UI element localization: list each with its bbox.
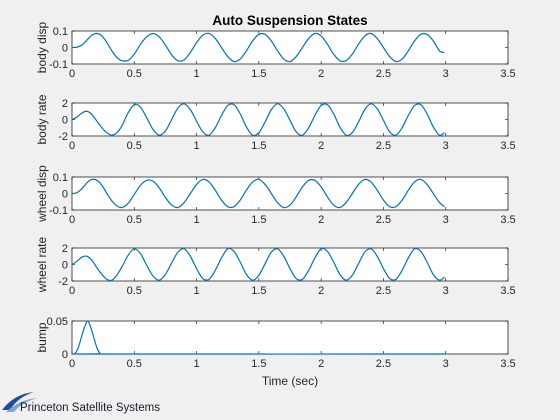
y-tick-label: -2 — [58, 131, 68, 143]
x-tick-label: 1.5 — [251, 358, 266, 370]
x-tick-label: 1.5 — [251, 68, 266, 80]
x-tick-label: 3 — [443, 285, 449, 297]
x-tick-label: 0.5 — [127, 358, 142, 370]
axes-frame — [71, 247, 509, 282]
x-tick-label: 1 — [194, 68, 200, 80]
y-tick-label: 0.1 — [53, 172, 68, 184]
x-tick-label: 0.5 — [127, 214, 142, 226]
figure-title: Auto Suspension States — [212, 13, 367, 28]
y-tick-label: -0.1 — [49, 59, 68, 71]
x-tick-label: 3.5 — [500, 140, 515, 152]
y-axis-label: wheel disp — [35, 165, 49, 223]
series-line-0 — [71, 247, 445, 282]
y-tick-label: 0 — [62, 260, 68, 272]
x-tick-label: 3 — [443, 68, 449, 80]
y-axis-label: bump — [35, 322, 49, 352]
logo-text: Princeton Satellite Systems — [20, 402, 160, 414]
x-tick-label: 1.5 — [251, 285, 266, 297]
y-axis-label: body disp — [35, 21, 49, 73]
y-tick-label: 0.1 — [53, 26, 68, 38]
x-tick-label: 3 — [443, 214, 449, 226]
y-axis-label: wheel rate — [35, 236, 49, 293]
x-tick-label: 1 — [194, 140, 200, 152]
y-tick-label: 0 — [62, 43, 68, 55]
y-tick-label: 0.05 — [47, 316, 68, 328]
x-tick-label: 0.5 — [127, 140, 142, 152]
x-tick-label: 1.5 — [251, 140, 266, 152]
series-line-0 — [71, 178, 445, 209]
x-tick-label: 1 — [194, 285, 200, 297]
x-tick-label: 2 — [318, 358, 324, 370]
x-tick-label: 3 — [443, 358, 449, 370]
x-tick-label: 1.5 — [251, 214, 266, 226]
x-tick-label: 1 — [194, 358, 200, 370]
x-axis-label: Time (sec) — [262, 374, 318, 388]
x-tick-label: 3.5 — [500, 68, 515, 80]
y-tick-label: -0.1 — [49, 205, 68, 217]
x-tick-label: 2.5 — [376, 358, 391, 370]
axes-frame — [71, 320, 509, 355]
series-line-0 — [71, 32, 445, 63]
x-tick-label: 2 — [318, 140, 324, 152]
x-tick-label: 3.5 — [500, 358, 515, 370]
x-tick-label: 2 — [318, 214, 324, 226]
x-tick-label: 0.5 — [127, 285, 142, 297]
y-tick-label: -2 — [58, 276, 68, 288]
x-tick-label: 3.5 — [500, 214, 515, 226]
x-tick-label: 0 — [69, 140, 75, 152]
x-tick-label: 2.5 — [376, 285, 391, 297]
axes-frame — [71, 30, 509, 65]
x-tick-label: 0 — [69, 214, 75, 226]
y-tick-label: 0 — [62, 349, 68, 361]
x-tick-label: 2 — [318, 285, 324, 297]
x-tick-label: 3 — [443, 140, 449, 152]
y-tick-label: 0 — [62, 115, 68, 127]
series-line-0 — [71, 103, 445, 137]
logo-swoosh-icon — [2, 392, 38, 412]
logo: Princeton Satellite Systems — [2, 392, 160, 414]
x-tick-label: 0 — [69, 68, 75, 80]
x-tick-label: 0 — [69, 358, 75, 370]
x-tick-label: 0.5 — [127, 68, 142, 80]
x-tick-label: 2.5 — [376, 140, 391, 152]
x-tick-label: 2 — [318, 68, 324, 80]
x-tick-label: 0 — [69, 285, 75, 297]
x-tick-label: 2.5 — [376, 214, 391, 226]
y-axis-label: body rate — [35, 94, 49, 144]
y-tick-label: 2 — [62, 98, 68, 110]
series-line-0 — [71, 320, 446, 355]
x-tick-label: 3.5 — [500, 285, 515, 297]
y-tick-label: 2 — [62, 243, 68, 255]
y-tick-label: 0 — [62, 189, 68, 201]
x-tick-label: 2.5 — [376, 68, 391, 80]
x-tick-label: 1 — [194, 214, 200, 226]
